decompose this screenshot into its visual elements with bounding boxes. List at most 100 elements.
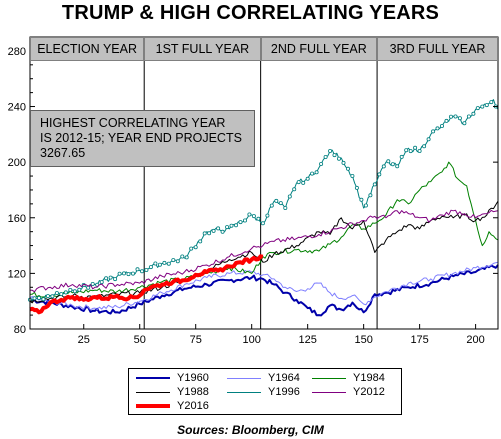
y-tick-label: 80	[14, 324, 26, 336]
phase-label-0: ELECTION YEAR	[30, 37, 145, 61]
legend-swatch	[312, 378, 346, 379]
data-point-y1996	[377, 172, 382, 177]
data-point-y1996	[444, 118, 449, 123]
data-point-y1996	[41, 297, 46, 302]
y-tick-label: 120	[8, 268, 26, 280]
legend-label: Y2016	[177, 400, 209, 412]
data-point-y1996	[211, 228, 216, 233]
data-point-y1996	[448, 114, 453, 119]
data-point-y1996	[256, 216, 261, 221]
data-point-y1996	[332, 153, 337, 158]
data-point-y1996	[242, 218, 247, 223]
phase-label-2: 2ND FULL YEAR	[260, 37, 378, 61]
annotation-box: HIGHEST CORRELATING YEAR IS 2012-15; YEA…	[30, 110, 255, 167]
data-point-y1996	[50, 294, 55, 299]
source-note: Sources: Bloomberg, CIM	[177, 423, 324, 437]
data-point-y1996	[157, 262, 162, 267]
legend-item-y1988: Y1988	[136, 386, 226, 399]
data-point-y1996	[314, 170, 319, 175]
data-point-y1996	[63, 290, 68, 295]
data-point-y1996	[305, 176, 310, 181]
data-point-y1996	[198, 239, 203, 244]
annotation-line-2: IS 2012-15; YEAR END PROJECTS	[40, 131, 242, 145]
data-point-y1996	[435, 126, 440, 131]
series-line-y1984	[29, 161, 499, 298]
phase-label-1: 1ST FULL YEAR	[144, 37, 261, 61]
legend-label: Y2012	[353, 386, 385, 398]
data-point-y1996	[372, 182, 377, 187]
data-point-y1996	[265, 213, 270, 218]
data-point-y1996	[390, 162, 395, 167]
x-tick-label: 50	[134, 334, 146, 346]
data-point-y1996	[399, 154, 404, 159]
legend: Y1960 Y1964 Y1984 Y1988 Y1996 Y2012 Y2016	[128, 368, 402, 415]
data-point-y1996	[54, 291, 59, 296]
data-point-y1996	[395, 164, 400, 169]
legend-item-y1960: Y1960	[136, 372, 226, 385]
y-tick-label: 160	[8, 213, 26, 225]
x-tick-label: 200	[466, 334, 484, 346]
data-point-y1996	[189, 246, 194, 251]
legend-item-y1996: Y1996	[227, 386, 317, 399]
data-point-y1996	[381, 164, 386, 169]
series-line-y1960	[29, 264, 499, 317]
data-point-y1996	[453, 114, 458, 119]
data-point-y1996	[431, 129, 436, 134]
data-point-y1996	[148, 265, 153, 270]
data-point-y1996	[216, 226, 221, 231]
legend-label: Y1988	[177, 386, 209, 398]
data-point-y1996	[413, 145, 418, 150]
data-point-y1996	[471, 111, 476, 116]
legend-label: Y1964	[268, 372, 300, 384]
series-markers-y1996	[27, 100, 498, 302]
legend-item-y2016: Y2016	[136, 400, 226, 413]
legend-item-y1984: Y1984	[312, 372, 402, 385]
legend-swatch	[227, 392, 261, 393]
data-point-y1996	[274, 198, 279, 203]
data-point-y1996	[135, 267, 140, 272]
data-point-y1996	[386, 159, 391, 164]
data-point-y1996	[72, 289, 77, 294]
data-point-y1996	[301, 180, 306, 185]
data-point-y1996	[175, 259, 180, 264]
data-point-y1996	[484, 103, 489, 108]
data-point-y1996	[260, 221, 265, 226]
data-point-y1996	[233, 223, 238, 228]
data-point-y1996	[130, 271, 135, 276]
data-point-y1996	[359, 197, 364, 202]
y-tick-label: 280	[8, 46, 26, 58]
data-point-y1996	[251, 214, 256, 219]
data-point-y1996	[283, 205, 288, 210]
data-point-y1996	[99, 280, 104, 285]
y-tick-label: 200	[8, 157, 26, 169]
data-point-y1996	[292, 187, 297, 192]
data-point-y1996	[180, 254, 185, 259]
data-point-y1996	[37, 295, 42, 300]
x-tick-label: 175	[410, 334, 428, 346]
data-point-y1996	[166, 261, 171, 266]
data-point-y1996	[404, 148, 409, 153]
annotation-line-3: 3267.65	[40, 146, 86, 160]
data-point-y1996	[104, 276, 109, 281]
data-point-y1996	[202, 231, 207, 236]
data-point-y1996	[171, 258, 176, 263]
chart-title: TRUMP & HIGH CORRELATING YEARS	[61, 2, 440, 24]
data-point-y1996	[32, 296, 37, 301]
x-tick-label: 100	[243, 334, 261, 346]
legend-label: Y1984	[353, 372, 385, 384]
data-point-y1996	[328, 148, 333, 153]
phase-label-3: 3RD FULL YEAR	[377, 37, 498, 61]
data-point-y1996	[345, 166, 350, 171]
data-point-y1996	[144, 267, 149, 272]
data-point-y1996	[408, 149, 413, 154]
data-point-y1996	[310, 171, 315, 176]
x-tick-label: 75	[190, 334, 202, 346]
data-point-y1996	[108, 275, 113, 280]
legend-item-y1964: Y1964	[227, 372, 317, 385]
data-point-y1996	[341, 160, 346, 165]
legend-swatch	[136, 404, 170, 408]
data-point-y1996	[45, 294, 50, 299]
data-point-y1996	[466, 114, 471, 119]
data-point-y1996	[122, 271, 127, 276]
